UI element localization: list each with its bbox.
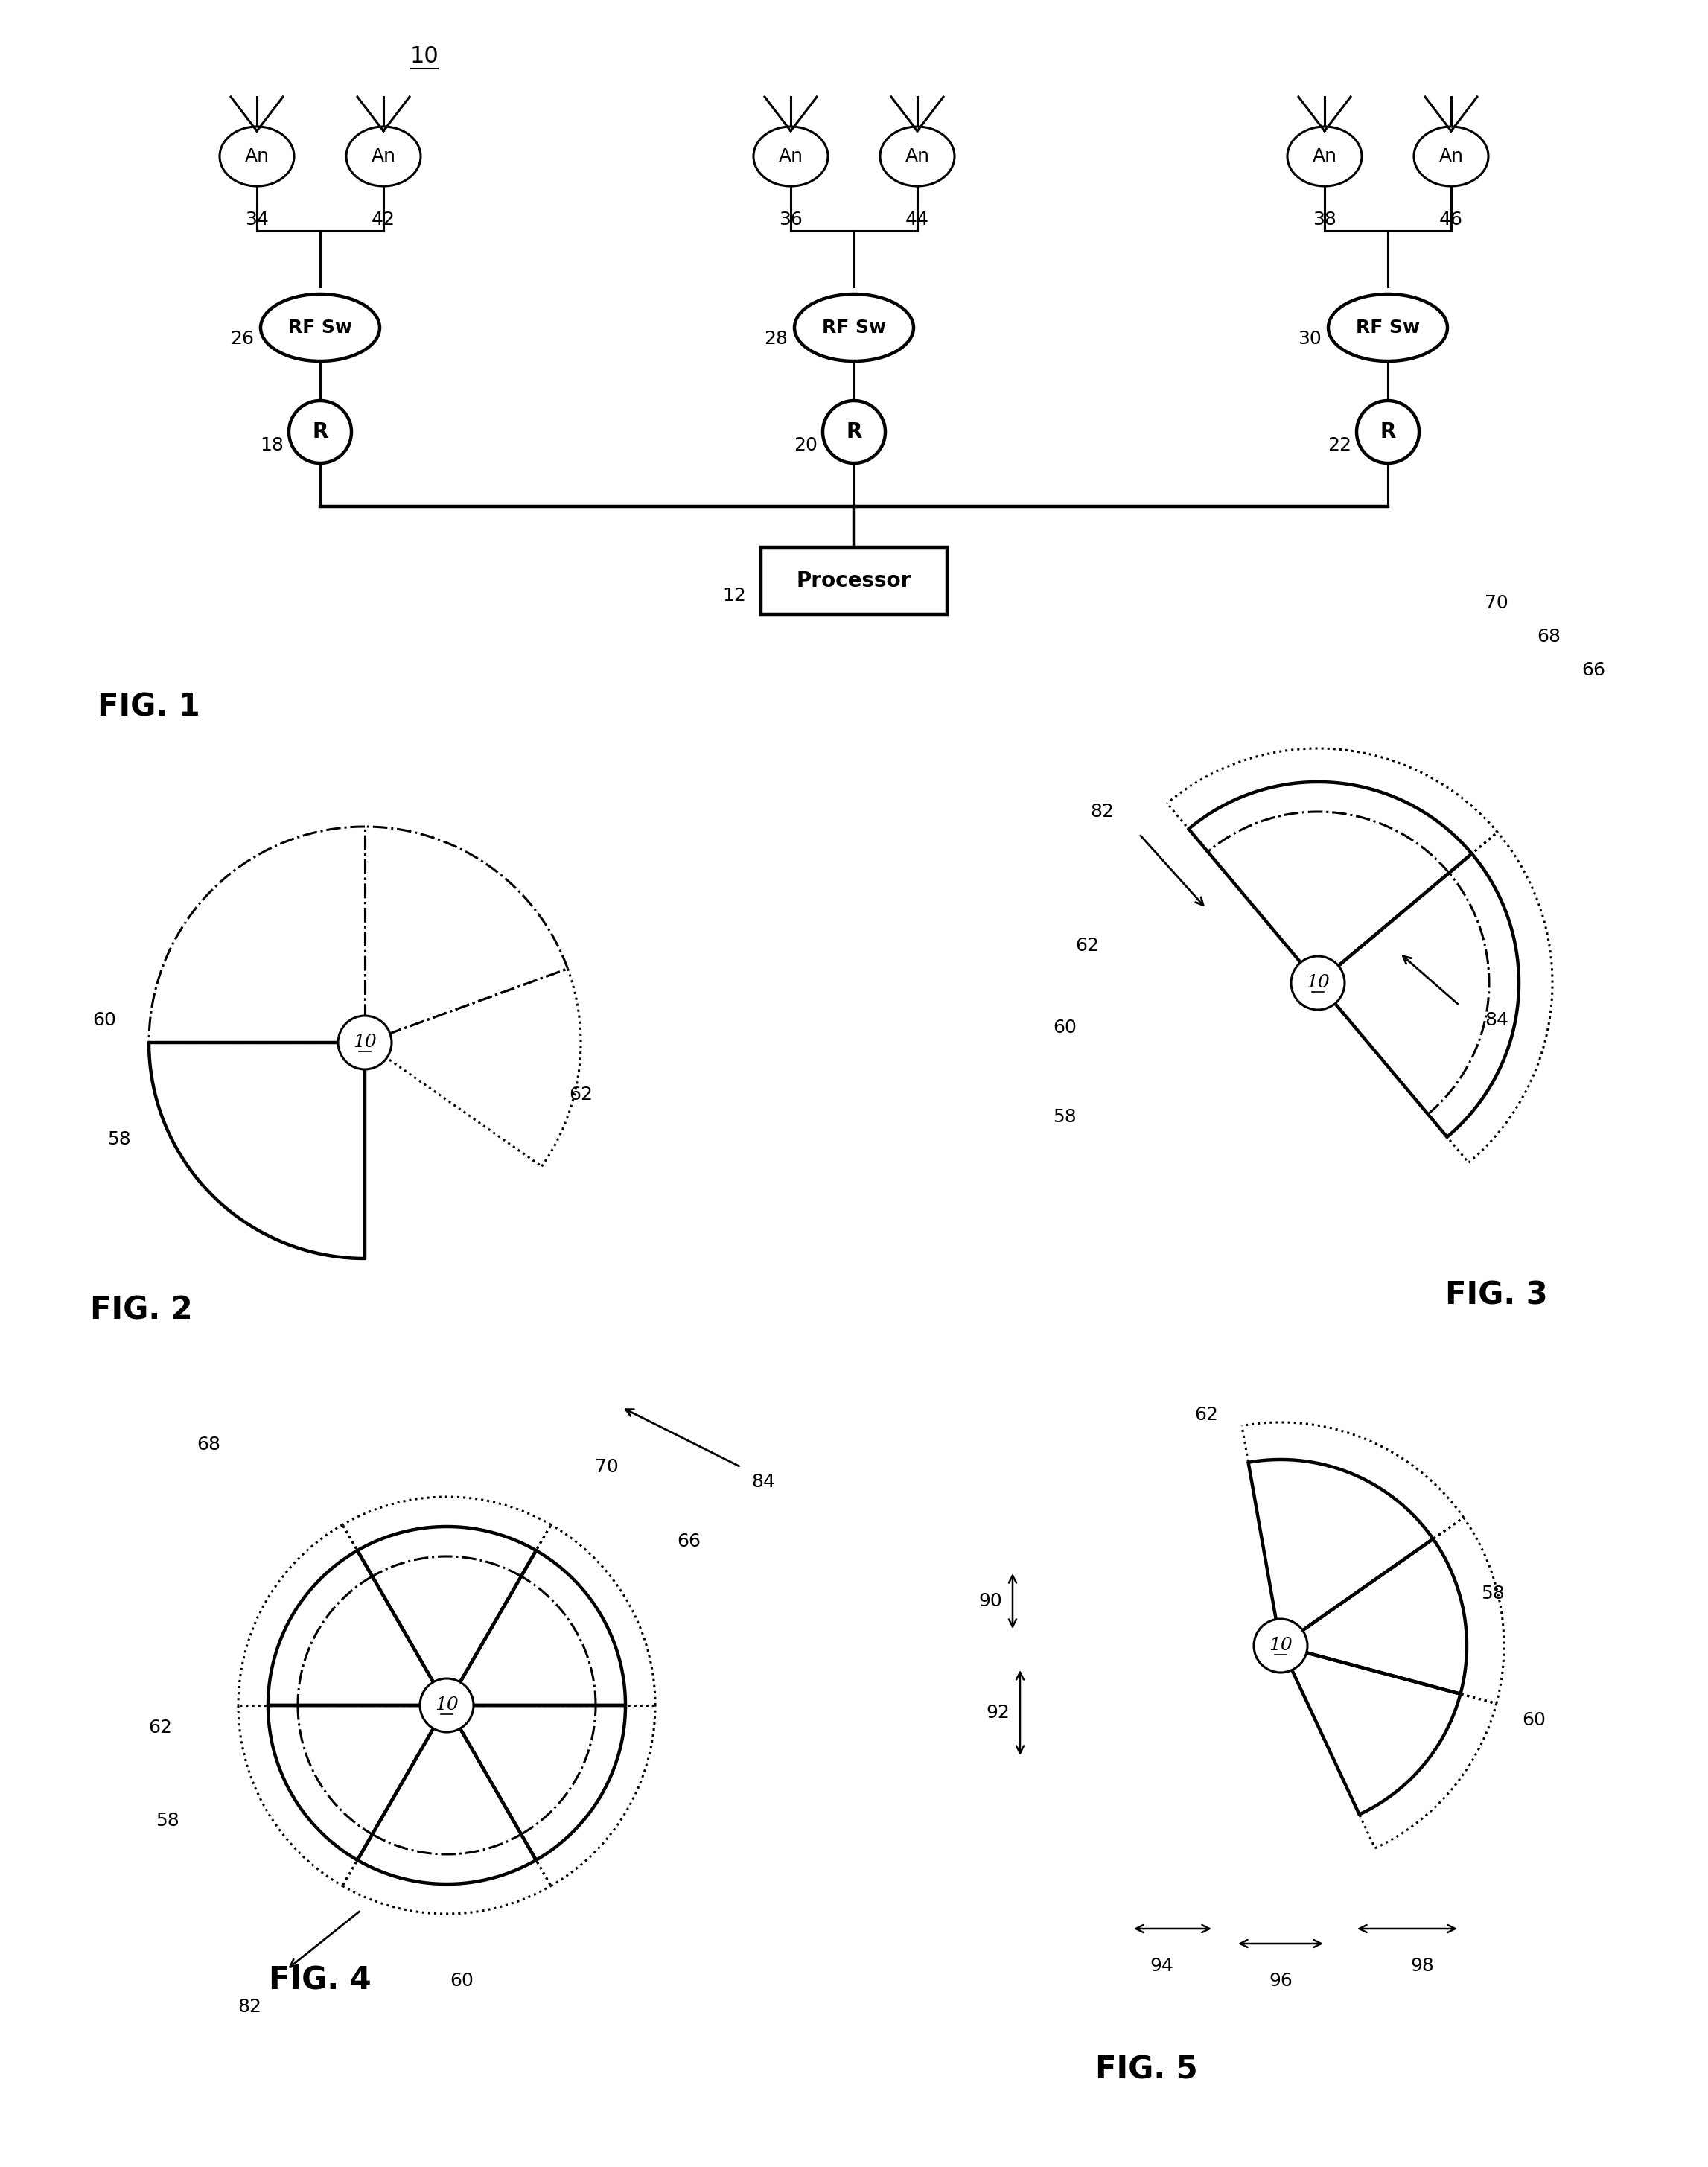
Text: 60: 60 bbox=[1052, 1018, 1076, 1036]
Circle shape bbox=[338, 1016, 391, 1068]
Text: 70: 70 bbox=[1484, 594, 1508, 611]
Text: 58: 58 bbox=[1481, 1584, 1505, 1604]
Circle shape bbox=[1356, 401, 1419, 464]
Text: 92: 92 bbox=[986, 1703, 1009, 1723]
Text: 42: 42 bbox=[372, 210, 395, 228]
Circle shape bbox=[823, 401, 885, 464]
Circle shape bbox=[420, 1679, 473, 1731]
Text: 12: 12 bbox=[722, 587, 746, 605]
Text: RF Sw: RF Sw bbox=[1356, 319, 1419, 336]
Text: 26: 26 bbox=[231, 329, 254, 347]
Text: 20: 20 bbox=[794, 436, 818, 455]
Text: R: R bbox=[1380, 423, 1395, 442]
Text: 82: 82 bbox=[1090, 802, 1114, 821]
Text: 84: 84 bbox=[752, 1474, 775, 1491]
Ellipse shape bbox=[753, 126, 828, 186]
Text: 58: 58 bbox=[1052, 1107, 1076, 1127]
Ellipse shape bbox=[220, 126, 294, 186]
Text: 62: 62 bbox=[149, 1718, 173, 1736]
Text: An: An bbox=[1312, 147, 1337, 165]
Text: 10: 10 bbox=[354, 1034, 377, 1051]
Text: FIG. 1: FIG. 1 bbox=[97, 691, 200, 724]
Text: 90: 90 bbox=[979, 1593, 1003, 1610]
Ellipse shape bbox=[1414, 126, 1488, 186]
Text: 60: 60 bbox=[92, 1012, 116, 1029]
Text: An: An bbox=[779, 147, 803, 165]
Text: 46: 46 bbox=[1440, 210, 1464, 228]
Circle shape bbox=[289, 401, 352, 464]
Text: 18: 18 bbox=[260, 436, 284, 455]
Text: 96: 96 bbox=[1269, 1972, 1293, 1989]
Text: 22: 22 bbox=[1327, 436, 1351, 455]
Text: 38: 38 bbox=[1313, 210, 1336, 228]
Text: An: An bbox=[244, 147, 270, 165]
Text: 34: 34 bbox=[244, 210, 268, 228]
Bar bbox=[762, 548, 946, 615]
Text: 70: 70 bbox=[594, 1458, 618, 1476]
Circle shape bbox=[1291, 956, 1344, 1010]
Text: 44: 44 bbox=[905, 210, 929, 228]
Text: 62: 62 bbox=[569, 1086, 593, 1103]
Text: 82: 82 bbox=[237, 1998, 261, 2015]
Text: R: R bbox=[313, 423, 328, 442]
Ellipse shape bbox=[261, 295, 379, 362]
Text: 36: 36 bbox=[779, 210, 803, 228]
Text: 60: 60 bbox=[449, 1972, 473, 1989]
Circle shape bbox=[1254, 1619, 1307, 1673]
Text: An: An bbox=[905, 147, 929, 165]
Text: FIG. 5: FIG. 5 bbox=[1095, 2054, 1197, 2087]
Text: 28: 28 bbox=[763, 329, 787, 347]
Text: R: R bbox=[845, 423, 863, 442]
Text: 10: 10 bbox=[410, 46, 439, 67]
Text: 68: 68 bbox=[196, 1437, 220, 1454]
Text: FIG. 3: FIG. 3 bbox=[1445, 1281, 1547, 1311]
Ellipse shape bbox=[794, 295, 914, 362]
Text: 66: 66 bbox=[1582, 661, 1606, 678]
Text: 58: 58 bbox=[108, 1131, 132, 1149]
Text: FIG. 4: FIG. 4 bbox=[268, 1965, 371, 1996]
Text: 10: 10 bbox=[1269, 1636, 1293, 1653]
Text: 98: 98 bbox=[1411, 1957, 1435, 1974]
Text: 68: 68 bbox=[1537, 628, 1561, 646]
Text: 62: 62 bbox=[1074, 936, 1098, 956]
Text: An: An bbox=[1438, 147, 1464, 165]
Ellipse shape bbox=[1288, 126, 1361, 186]
Ellipse shape bbox=[347, 126, 420, 186]
Text: 58: 58 bbox=[155, 1812, 179, 1829]
Text: An: An bbox=[371, 147, 396, 165]
Ellipse shape bbox=[1329, 295, 1447, 362]
Text: 84: 84 bbox=[1484, 1012, 1508, 1029]
Text: 10: 10 bbox=[436, 1697, 458, 1714]
Text: 60: 60 bbox=[1522, 1712, 1546, 1729]
Ellipse shape bbox=[880, 126, 955, 186]
Text: RF Sw: RF Sw bbox=[289, 319, 352, 336]
Text: 66: 66 bbox=[676, 1532, 700, 1549]
Text: 62: 62 bbox=[1194, 1406, 1218, 1424]
Text: 30: 30 bbox=[1298, 329, 1322, 347]
Text: Processor: Processor bbox=[796, 570, 912, 592]
Text: RF Sw: RF Sw bbox=[822, 319, 886, 336]
Text: 10: 10 bbox=[1307, 975, 1329, 992]
Text: FIG. 2: FIG. 2 bbox=[91, 1296, 193, 1326]
Text: 94: 94 bbox=[1149, 1957, 1173, 1974]
